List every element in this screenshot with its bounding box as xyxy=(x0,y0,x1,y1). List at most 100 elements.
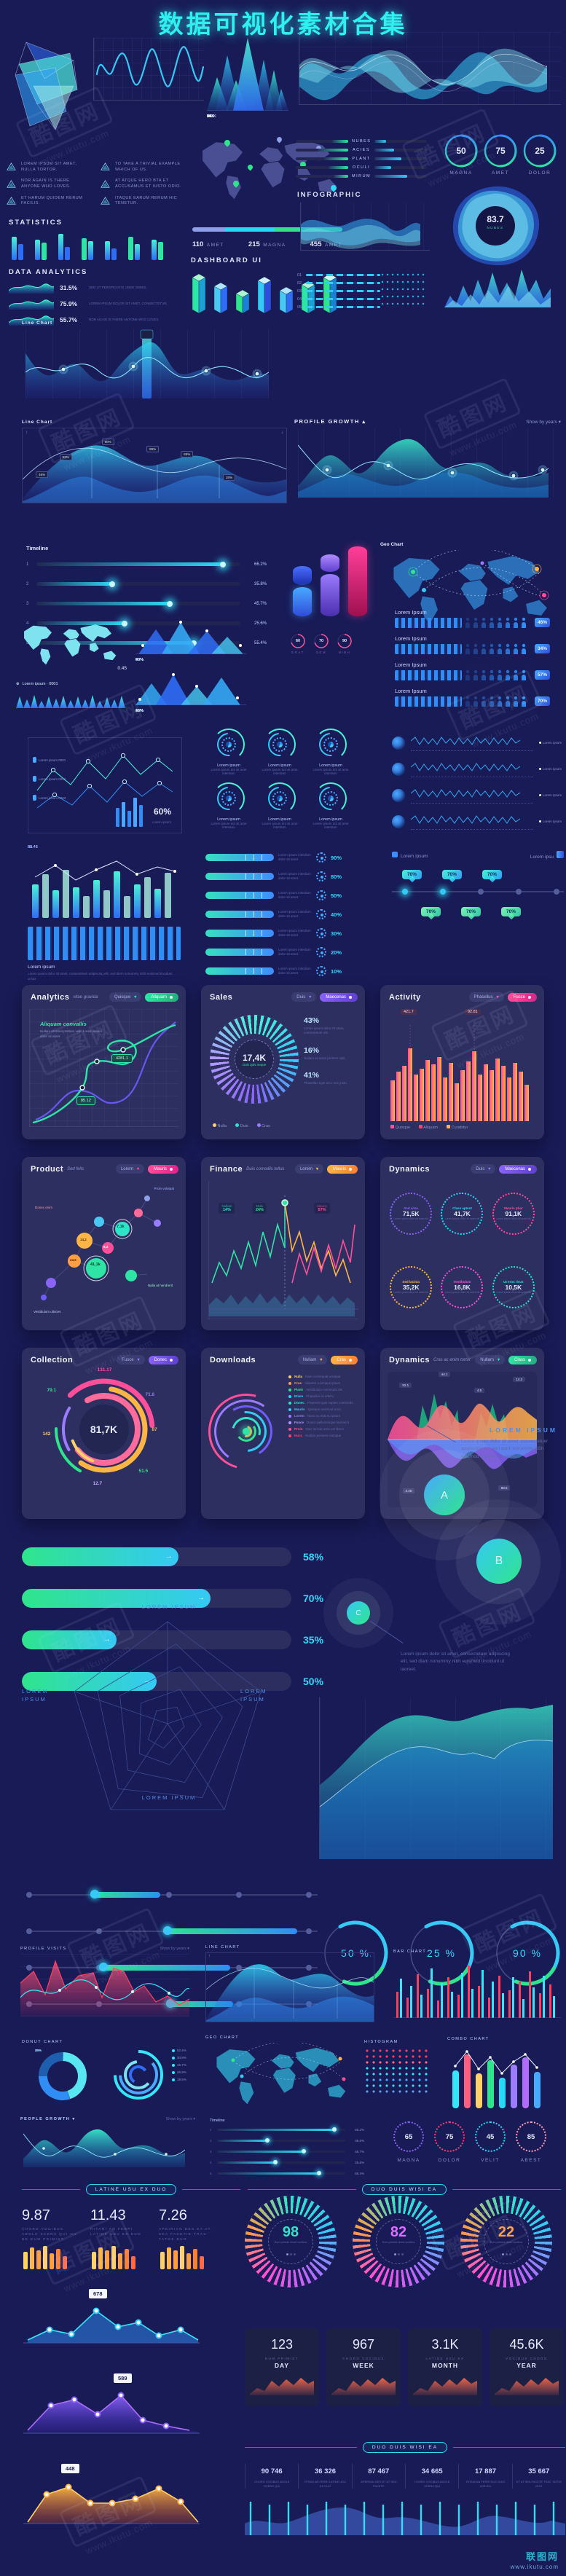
ring-gauge: 75 Amet xyxy=(484,134,517,176)
range-slider[interactable] xyxy=(26,1926,318,1935)
card-select[interactable]: Phasellus ▾ xyxy=(468,992,504,1002)
arrow-up-icon: ↑ xyxy=(25,430,28,435)
card-button[interactable]: Class xyxy=(508,1355,537,1364)
progress-bars: → 58% → 70% → 35% → 50% xyxy=(22,1536,335,1702)
rings-legend-value: 19.5% xyxy=(177,2078,186,2081)
big-number-text: Ritani an ferri latine usu ex duo xyxy=(90,2227,142,2236)
show-by-years-control[interactable]: Show by years ▾ xyxy=(160,1947,189,1951)
chart-tag: 85.12 xyxy=(76,1096,95,1105)
spinner-widget: Lorem ipsum Lorem ipsum dol sit ame inte… xyxy=(256,728,303,775)
geo-chart-title: Geo Chart xyxy=(380,542,404,547)
slider-range[interactable] xyxy=(163,1928,297,1934)
spinner-arc xyxy=(213,782,245,814)
stat-card-label: DAY xyxy=(274,2362,290,2369)
sales-card: Sales Duis ▾ Maecenas 17,4K Duis quis neq… xyxy=(201,985,365,1139)
timeline-widget: Timeline 1 66.2% 2 35.8% 3 45.7% 4 25.6%… xyxy=(26,545,267,653)
peak-value: 148K xyxy=(207,114,216,119)
dashboard-ui-widget: Dashboard UI xyxy=(191,256,348,321)
range-slider[interactable] xyxy=(26,1890,318,1898)
show-by-years-control[interactable]: Show by years ▾ xyxy=(526,419,561,425)
card-button[interactable]: Maecenas xyxy=(320,992,358,1002)
timeline-percent: 45.7% xyxy=(355,2150,364,2153)
people-row-label: Lorem Ipsum xyxy=(395,661,427,668)
slider-range[interactable] xyxy=(166,2001,233,2007)
dynamics-card: Dynamics Duis ▾ Maecenas Sed vitae 71,5K … xyxy=(380,1157,544,1330)
donut-segment-label: 45% xyxy=(35,2049,42,2052)
dashed-row: 01 xyxy=(297,271,428,279)
legend-row: Proin Duis lacinia urna vel libero xyxy=(288,1427,358,1431)
show-by-years-control[interactable]: Show by years ▾ xyxy=(165,2117,195,2121)
slider-handle[interactable] xyxy=(90,1890,99,1898)
peak-tag: 99% xyxy=(135,658,144,662)
range-slider[interactable] xyxy=(26,1963,318,1971)
cylinder-bars: 60 Erat 70 Sem 90 Nibh xyxy=(288,543,374,654)
chevron-down-icon: ▾ xyxy=(320,1358,323,1362)
cylinder-gauge-label: Nibh xyxy=(338,651,351,654)
card-select[interactable]: Fusce ▾ xyxy=(117,1355,145,1364)
card-button[interactable]: Mauris xyxy=(147,1164,178,1174)
network-caption: Lorem ipsum xyxy=(152,820,171,824)
slider-handle[interactable] xyxy=(99,1963,108,1971)
value-bubble: 70% xyxy=(501,907,522,916)
rings-legend-row: 26.9% xyxy=(172,2070,186,2074)
card-button[interactable]: Aliquam xyxy=(145,992,178,1002)
rings-legend-row: 19.5% xyxy=(172,2078,186,2081)
timeline-percent: 65.2% xyxy=(355,2128,364,2132)
dynamics-counter: Vestibulum 16,8K Lorem ipsum dolor sit a… xyxy=(441,1265,484,1308)
slider-range[interactable] xyxy=(90,1892,160,1898)
pill-label: DUO DUIS WISI EA xyxy=(361,2184,447,2195)
radar-label-top: LOREM IPSUM xyxy=(141,1603,197,1610)
peak-value: 53K xyxy=(207,114,214,119)
row-index: 04 xyxy=(297,297,302,302)
counter-value: 91,1K xyxy=(505,1210,522,1217)
card-select[interactable]: Quisque ▾ xyxy=(109,992,142,1002)
card-button[interactable]: Donec xyxy=(148,1355,178,1364)
chart-label: Aliquam convallis xyxy=(40,1021,87,1027)
counter-sub: Lorem ipsum dolor sit amet elit xyxy=(495,1291,531,1294)
hbar-list: Nubes Acies Plant Oculi Mirum xyxy=(296,137,427,181)
capsule-percent: 80% xyxy=(331,873,342,880)
hbar-row: Acies xyxy=(296,146,427,154)
donut-segment-label: 30% xyxy=(35,2049,42,2052)
bubble-slider[interactable] xyxy=(392,888,564,895)
card-subtitle: Cras ac enim tortor xyxy=(433,1357,471,1362)
card-button[interactable]: Cras xyxy=(331,1355,358,1364)
gauge-arc xyxy=(484,134,517,168)
pill-label: DUO DUIS WISI EA xyxy=(362,2442,448,2453)
card-button[interactable]: Fusce xyxy=(507,992,537,1002)
radial-gauge-value: 22 xyxy=(498,2224,515,2240)
card-button[interactable]: Mauris xyxy=(326,1164,358,1174)
area-sparkline xyxy=(9,315,54,326)
slider-handle[interactable] xyxy=(163,1926,172,1935)
wave-tag: 52.1 xyxy=(399,1382,412,1388)
stat-card-chart xyxy=(331,2378,396,2395)
sales-stat-text: Lorem ipsum dolor sit amet, consectetuer… xyxy=(304,1026,345,1035)
radar-label-center: LOREM IPSUM xyxy=(141,1794,197,1801)
card-select[interactable]: Nullam ▾ xyxy=(475,1355,505,1364)
legend-text: Nam consequat volutpat xyxy=(305,1375,341,1378)
hbar-label: Acies xyxy=(352,148,370,152)
ring-value: 87 xyxy=(152,1427,157,1432)
big-number-value: 7.26 xyxy=(159,2207,187,2223)
radial-gauge: 98 Eum primist chord vocibus xyxy=(245,2196,339,2288)
peak-percent-chart-2: 11% 45% 55% 98% xyxy=(135,667,246,713)
capsule-row: Lorem ipsum interdum dolor sit amet 50% xyxy=(205,886,354,905)
radial-gauge-sub: Eum primist chord vocibus xyxy=(382,2241,415,2244)
card-select[interactable]: Lorem ▾ xyxy=(294,1164,323,1174)
card-select[interactable]: Duis ▾ xyxy=(471,1164,496,1174)
slider-range[interactable] xyxy=(99,1965,230,1971)
dashed-rows: 01 02 03 04 05 xyxy=(297,271,428,311)
people-row-label: Lorem Ipsum xyxy=(395,609,427,616)
card-select[interactable]: Duis ▾ xyxy=(291,992,317,1002)
dotted-gauge-label: Dolor xyxy=(438,2158,461,2163)
card-button[interactable]: Maecenas xyxy=(499,1164,537,1174)
peak-value: 19K xyxy=(207,114,214,119)
card-select[interactable]: Lorem ▾ xyxy=(115,1164,144,1174)
progress-fill: → xyxy=(22,1630,117,1649)
capsule-row: Lorem ipsum interdum dolor sit amet 20% xyxy=(205,943,354,962)
people-icons xyxy=(465,617,526,628)
hbar-label: Oculi xyxy=(352,165,371,170)
card-select[interactable]: Nullam ▾ xyxy=(297,1355,328,1364)
timeline-title: Timeline xyxy=(26,545,49,551)
sales-stat-text: Nullam sit amet pretium velit. xyxy=(304,1056,346,1060)
